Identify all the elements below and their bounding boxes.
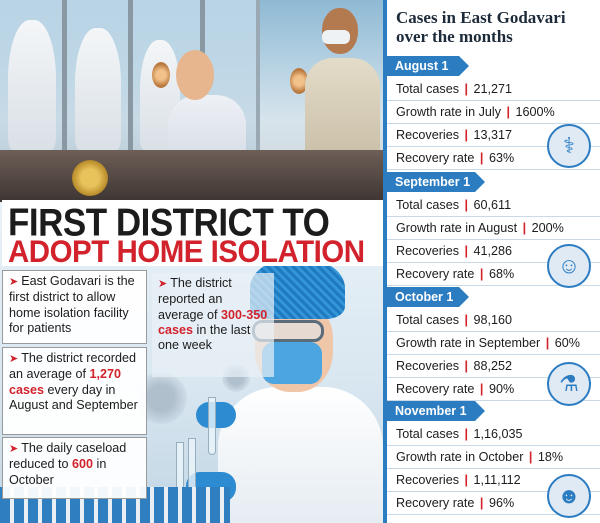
bullet-box: ➤ The district reported an average of 300… [152, 273, 274, 377]
headline-background [2, 200, 383, 266]
face-mask [322, 30, 350, 44]
stat-value: 18% [537, 450, 564, 464]
stat-label: Total cases [396, 427, 459, 441]
bullet-box: ➤ The district recorded an average of 1,2… [2, 347, 147, 435]
stat-label: Recoveries [396, 128, 459, 142]
bullet-arrow-icon: ➤ [158, 278, 168, 290]
stat-row: Growth rate in October | 18% [387, 446, 600, 469]
booth-frame [62, 0, 67, 150]
stat-label: Recovery rate [396, 496, 475, 510]
stat-label: Recovery rate [396, 267, 475, 281]
stat-value: 88,252 [473, 359, 513, 373]
booth-counter [0, 150, 383, 202]
bullet-arrow-icon: ➤ [9, 443, 19, 455]
bullet-arrow-icon: ➤ [9, 276, 19, 288]
stat-row: Recoveries | 41,286 [387, 240, 600, 263]
stat-row: Recovery rate | 68% [387, 263, 600, 286]
stat-row: Recovery rate | 96% [387, 492, 600, 515]
month-header: November 1 [387, 401, 485, 421]
stat-label: Recovery rate [396, 382, 475, 396]
bullet-box: ➤ The daily caseload reduced to 600 in Oc… [2, 437, 147, 499]
stats-panel: Cases in East Godavari over the months A… [383, 0, 600, 523]
bullet-text: in the last one week [158, 322, 251, 353]
man-head [176, 50, 214, 100]
stat-label: Recoveries [396, 473, 459, 487]
stat-row: Recoveries | 88,252 [387, 355, 600, 378]
stat-value: 96% [488, 496, 515, 510]
stat-value: 98,160 [473, 313, 513, 327]
bullet-highlight: 300-350 cases [158, 307, 268, 337]
ppe-worker [8, 20, 56, 150]
month-header: October 1 [387, 287, 469, 307]
stat-label: Growth rate in July [396, 105, 501, 119]
lab-coat [218, 387, 383, 523]
stat-label: Recoveries [396, 244, 459, 258]
stat-value: 60% [554, 336, 580, 350]
stat-row: Growth rate in September | 60% [387, 332, 600, 355]
stat-value: 1,16,035 [473, 427, 523, 441]
bullet-box: ➤ East Godavari is the first district to … [2, 270, 147, 344]
stat-label: Total cases [396, 82, 459, 96]
glove-port [290, 68, 308, 94]
test-tube-hand-icon: ⚗ [547, 362, 591, 406]
stat-value: 60,611 [473, 198, 512, 212]
stat-row: Total cases | 60,611 [387, 194, 600, 217]
people-group-icon: ☺ [547, 244, 591, 288]
stat-value: 1,11,112 [473, 473, 521, 487]
stat-row: Growth rate in August | 200% [387, 217, 600, 240]
stat-row: Recoveries | 1,11,112 [387, 469, 600, 492]
stat-row: Total cases | 1,16,035 [387, 423, 600, 446]
stat-row: Recoveries | 13,317 [387, 124, 600, 147]
bullet-highlight: 1,270 cases [9, 367, 122, 397]
doctor-desk-icon: ⚕ [547, 124, 591, 168]
testing-booth-glass [0, 0, 260, 150]
stat-label: Total cases [396, 198, 459, 212]
bullet-text: The district recorded an average of [9, 351, 137, 382]
stat-label: Growth rate in October [396, 450, 524, 464]
bullet-text: The district reported an average of [158, 276, 232, 322]
test-tube [188, 438, 196, 492]
bullet-text: in October [9, 457, 107, 487]
headline-line-1: FIRST DISTRICT TO [8, 200, 330, 245]
top-photo-testing-booth [0, 0, 383, 202]
panel-title: Cases in East Godavari over the months [396, 8, 566, 46]
gloved-hand [196, 402, 236, 428]
bullet-text: East Godavari is the first district to a… [9, 274, 135, 335]
bullet-highlight: 600 [72, 457, 94, 472]
masked-person-icon: ☻ [547, 474, 591, 518]
stat-value: 1600% [515, 105, 555, 119]
emblem-logo [72, 160, 108, 196]
stat-value: 68% [488, 267, 515, 281]
stat-label: Growth rate in September [396, 336, 541, 350]
stat-value: 41,286 [473, 244, 513, 258]
stat-row: Recovery rate | 90% [387, 378, 600, 401]
glove-port [152, 62, 170, 88]
stat-label: Total cases [396, 313, 459, 327]
stat-value: 200% [531, 221, 564, 235]
stat-row: Growth rate in July | 1600% [387, 101, 600, 124]
month-header: September 1 [387, 172, 485, 192]
stat-value: 13,317 [473, 128, 513, 142]
stat-value: 21,271 [473, 82, 513, 96]
headline-line-2: ADOPT HOME ISOLATION [8, 233, 365, 270]
month-header: August 1 [387, 56, 469, 76]
bullet-arrow-icon: ➤ [9, 353, 19, 365]
ppe-worker [75, 28, 121, 150]
stat-label: Recovery rate [396, 151, 475, 165]
stat-label: Recoveries [396, 359, 459, 373]
test-tube [176, 442, 184, 492]
stat-row: Recovery rate | 63% [387, 147, 600, 170]
bullet-text: The daily caseload reduced to [9, 441, 127, 472]
booth-frame [128, 0, 133, 150]
stat-label: Growth rate in August [396, 221, 518, 235]
test-tube [208, 397, 216, 455]
stat-value: 90% [488, 382, 515, 396]
bullet-text: every day in August and September [9, 382, 138, 412]
stat-row: Total cases | 21,271 [387, 78, 600, 101]
stat-row: Total cases | 98,160 [387, 309, 600, 332]
stat-value: 63% [488, 151, 515, 165]
